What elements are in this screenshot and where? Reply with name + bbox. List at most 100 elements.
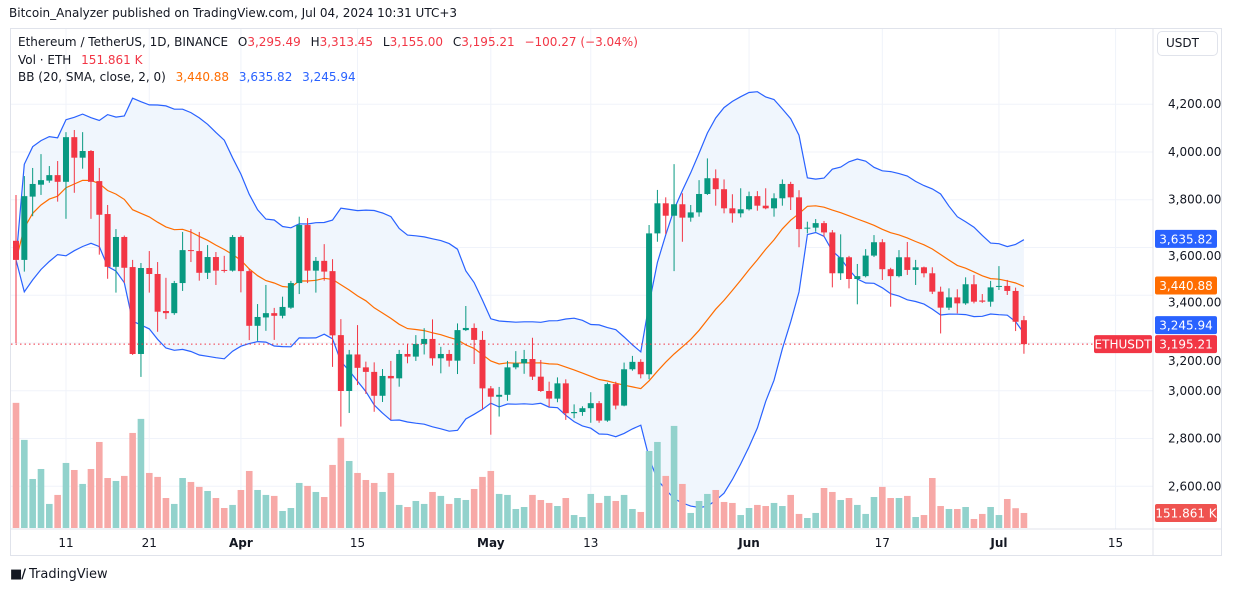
- candle-body: [121, 236, 128, 268]
- volume-bar: [220, 508, 228, 528]
- candle-body: [1012, 290, 1019, 322]
- candle-body: [437, 353, 444, 359]
- candle-body: [279, 306, 286, 316]
- candle-body: [471, 327, 478, 340]
- candle-body: [262, 313, 269, 318]
- candle-body: [554, 383, 561, 399]
- candle-body: [421, 338, 428, 344]
- candle-body: [579, 408, 586, 413]
- candle-body: [362, 367, 369, 372]
- candle-body: [246, 271, 253, 326]
- candle-body: [287, 283, 294, 308]
- candle-body: [13, 240, 19, 260]
- candle-body: [837, 257, 844, 274]
- legend-bb-row: BB (20, SMA, close, 2, 0) 3,440.88 3,635…: [18, 69, 638, 87]
- volume-bar: [595, 502, 603, 528]
- volume-bar: [154, 476, 161, 528]
- candle-body: [546, 390, 553, 399]
- bb-lower-value: 3,245.94: [302, 70, 356, 84]
- candle-body: [604, 384, 611, 421]
- open-value: 3,295.49: [247, 35, 301, 49]
- candle-body: [154, 273, 161, 312]
- time-tick-label: 21: [142, 536, 157, 550]
- bb-lower-tag-bg: [1155, 316, 1217, 335]
- volume-bar: [46, 503, 53, 528]
- candle-body: [979, 300, 986, 302]
- symbol-tag-bg: [1094, 335, 1152, 354]
- candle-body: [854, 276, 861, 280]
- volume-bar: [479, 476, 486, 528]
- volume-bar: [612, 500, 620, 528]
- volume-bar: [270, 495, 278, 528]
- volume-bar: [420, 503, 428, 528]
- volume-bar: [704, 493, 711, 528]
- volume-bar: [795, 513, 803, 528]
- volume-bar: [1003, 498, 1011, 528]
- volume-bar: [495, 493, 503, 528]
- candle-body: [137, 268, 144, 354]
- bb-label[interactable]: BB (20, SMA, close, 2, 0): [18, 70, 166, 84]
- candle-body: [271, 313, 278, 316]
- legend-symbol-row: Ethereum / TetherUS, 1D, BINANCE O3,295.…: [18, 34, 638, 52]
- volume-bar: [829, 491, 836, 528]
- candle-body: [429, 338, 436, 359]
- volume-bar: [120, 475, 128, 528]
- candle-body: [112, 236, 119, 267]
- footer-brand[interactable]: ■∕ TradingView: [10, 567, 108, 582]
- candle-body: [446, 353, 453, 361]
- volume-bar: [945, 508, 953, 528]
- candle-body: [879, 242, 886, 270]
- last-price-tag-bg: [1155, 335, 1217, 354]
- candle-body: [621, 369, 628, 406]
- volume-bar: [529, 494, 536, 528]
- time-tick-label: 15: [1108, 536, 1123, 550]
- candle-body: [337, 335, 344, 391]
- volume-bar: [129, 432, 136, 528]
- volume-bar: [445, 503, 453, 528]
- volume-bar: [995, 515, 1003, 528]
- volume-bar: [820, 488, 828, 528]
- currency-button[interactable]: USDT: [1157, 31, 1218, 56]
- candle-body: [237, 236, 244, 272]
- volume-bar: [454, 498, 461, 528]
- volume-bar: [737, 515, 745, 528]
- volume-bar: [320, 497, 328, 528]
- chart-legend: Ethereum / TetherUS, 1D, BINANCE O3,295.…: [18, 34, 638, 87]
- volume-bar: [370, 482, 378, 528]
- volume-bar: [79, 483, 86, 528]
- candle-body: [329, 271, 336, 336]
- volume-bar: [662, 475, 670, 528]
- candle-body: [629, 361, 636, 370]
- volume-bar: [104, 478, 111, 528]
- low-value: 3,155.00: [389, 35, 443, 49]
- last-price-tag: 3,195.21: [1159, 338, 1212, 352]
- volume-bar: [512, 508, 520, 528]
- volume-bar: [629, 508, 636, 528]
- candle-body: [162, 311, 169, 314]
- bb-upper-value: 3,635.82: [238, 70, 293, 84]
- candle-body: [571, 412, 578, 414]
- volume-bar: [978, 513, 986, 528]
- volume-bar: [354, 472, 361, 528]
- close-value: 3,195.21: [461, 35, 515, 49]
- candle-body: [379, 375, 386, 396]
- volume-bar: [587, 493, 595, 528]
- volume-bar: [1020, 512, 1028, 528]
- candle-body: [562, 383, 569, 414]
- symbol-title[interactable]: Ethereum / TetherUS, 1D, BINANCE: [18, 35, 229, 49]
- volume-bar: [145, 472, 153, 528]
- volume-bar: [970, 518, 978, 528]
- candle-body: [995, 285, 1002, 287]
- volume-bar: [304, 485, 311, 528]
- candle-body: [671, 204, 678, 216]
- volume-bar: [862, 513, 869, 528]
- candle-body: [687, 212, 694, 218]
- volume-bar: [1012, 508, 1019, 528]
- volume-bar: [870, 497, 878, 528]
- volume-bar: [137, 418, 145, 528]
- volume-bar: [545, 502, 553, 528]
- volume-bar: [695, 500, 703, 528]
- volume-label[interactable]: Vol · ETH: [18, 52, 72, 67]
- volume-bar: [204, 490, 211, 528]
